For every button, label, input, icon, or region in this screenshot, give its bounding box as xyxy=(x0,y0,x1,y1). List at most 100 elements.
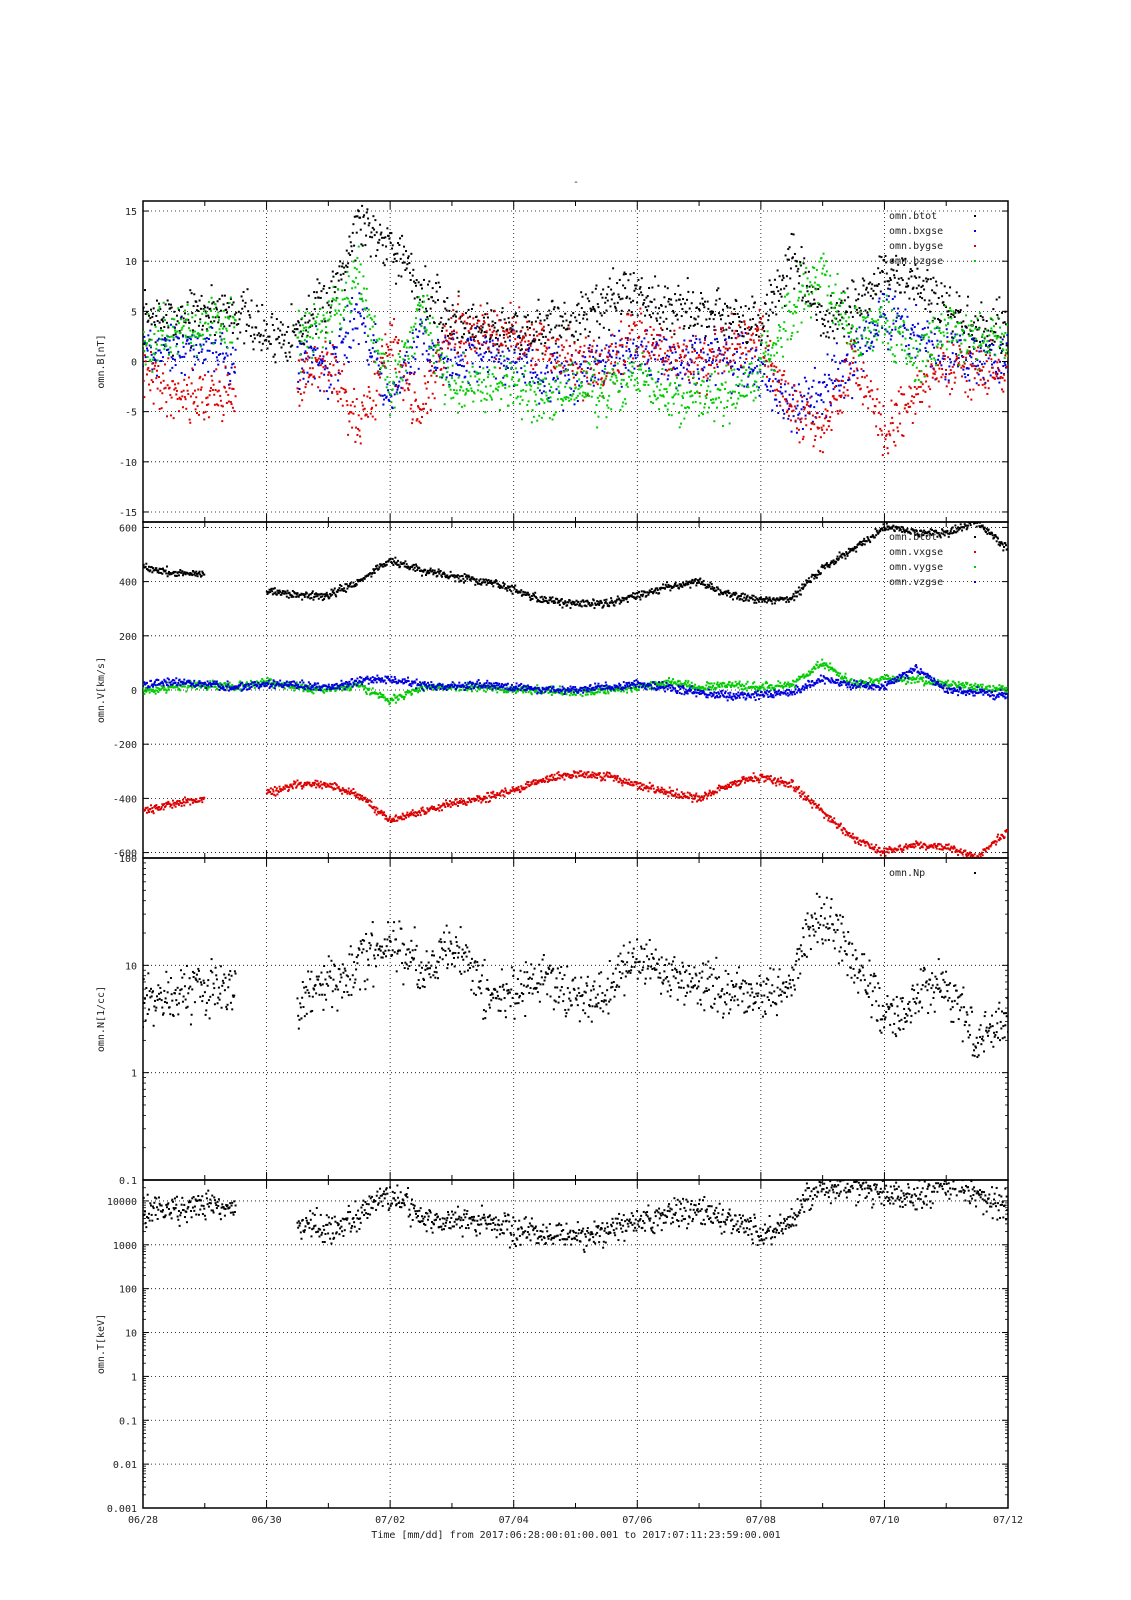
data-point xyxy=(727,391,730,394)
data-point xyxy=(837,380,840,383)
data-point xyxy=(829,274,832,277)
data-point xyxy=(851,324,854,327)
data-point xyxy=(749,371,752,374)
data-point xyxy=(181,326,184,329)
data-point xyxy=(325,366,328,369)
data-point xyxy=(905,357,908,360)
data-point xyxy=(584,356,587,359)
data-point xyxy=(755,329,758,332)
data-point xyxy=(450,337,453,340)
data-point xyxy=(372,399,375,402)
data-point xyxy=(221,323,224,326)
data-point xyxy=(204,410,207,413)
data-point xyxy=(801,400,804,403)
data-point xyxy=(540,322,543,325)
data-point xyxy=(783,321,786,324)
data-point xyxy=(197,335,200,338)
data-point xyxy=(522,389,525,392)
data-point xyxy=(383,361,386,364)
data-point xyxy=(515,361,518,364)
data-point xyxy=(702,413,705,416)
data-point xyxy=(386,354,389,357)
data-point xyxy=(317,364,320,367)
data-point xyxy=(638,368,641,371)
data-point xyxy=(513,348,516,351)
data-point xyxy=(726,349,729,352)
data-point xyxy=(375,338,378,341)
data-point xyxy=(678,356,681,359)
data-point xyxy=(1005,344,1008,347)
data-point xyxy=(887,348,890,351)
data-point xyxy=(778,369,781,372)
data-point xyxy=(530,342,533,345)
data-point xyxy=(792,324,795,327)
data-point xyxy=(995,372,998,375)
data-point xyxy=(245,323,248,326)
data-point xyxy=(169,394,172,397)
data-point xyxy=(183,355,186,358)
data-point xyxy=(800,417,803,420)
data-point xyxy=(873,328,876,331)
data-point xyxy=(193,363,196,366)
data-point xyxy=(907,347,910,350)
data-point xyxy=(546,317,549,320)
data-point xyxy=(897,315,900,318)
data-point xyxy=(692,291,695,294)
data-point xyxy=(144,356,147,359)
data-point xyxy=(591,375,594,378)
data-point xyxy=(297,309,300,312)
data-point xyxy=(966,367,969,370)
data-point xyxy=(1001,338,1004,341)
data-point xyxy=(760,342,763,345)
data-point xyxy=(470,389,473,392)
data-point xyxy=(743,323,746,326)
data-point xyxy=(580,363,583,366)
data-point xyxy=(542,378,545,381)
data-point xyxy=(923,327,926,330)
data-point xyxy=(544,377,547,380)
data-point xyxy=(893,355,896,358)
data-point xyxy=(163,345,166,348)
data-point xyxy=(855,330,858,333)
data-point xyxy=(518,358,521,361)
data-point xyxy=(932,316,935,319)
data-point xyxy=(389,341,392,344)
data-point xyxy=(813,298,816,301)
data-point xyxy=(449,358,452,361)
data-point xyxy=(484,313,487,316)
data-point xyxy=(559,315,562,318)
data-point xyxy=(955,339,958,342)
data-point xyxy=(448,383,451,386)
data-point xyxy=(658,339,661,342)
data-point xyxy=(937,358,940,361)
data-point xyxy=(310,324,313,327)
data-point xyxy=(163,387,166,390)
data-point xyxy=(965,356,968,359)
data-point xyxy=(633,384,636,387)
data-point xyxy=(482,355,485,358)
data-point xyxy=(202,411,205,414)
data-point xyxy=(641,352,644,355)
data-point xyxy=(447,318,450,321)
data-point xyxy=(166,299,169,302)
data-point xyxy=(488,394,491,397)
data-point xyxy=(628,309,631,312)
data-point xyxy=(323,317,326,320)
data-point xyxy=(215,368,218,371)
data-point xyxy=(175,343,178,346)
data-point xyxy=(641,294,644,297)
data-point xyxy=(321,357,324,360)
data-point xyxy=(428,280,431,283)
data-point xyxy=(187,318,190,321)
data-point xyxy=(882,300,885,303)
data-point xyxy=(698,354,701,357)
data-point xyxy=(798,441,801,444)
data-point xyxy=(472,338,475,341)
data-point xyxy=(471,333,474,336)
data-point xyxy=(327,304,330,307)
data-point xyxy=(996,361,999,364)
data-point xyxy=(748,363,751,366)
data-point xyxy=(342,387,345,390)
data-point xyxy=(696,322,699,325)
data-point xyxy=(557,385,560,388)
